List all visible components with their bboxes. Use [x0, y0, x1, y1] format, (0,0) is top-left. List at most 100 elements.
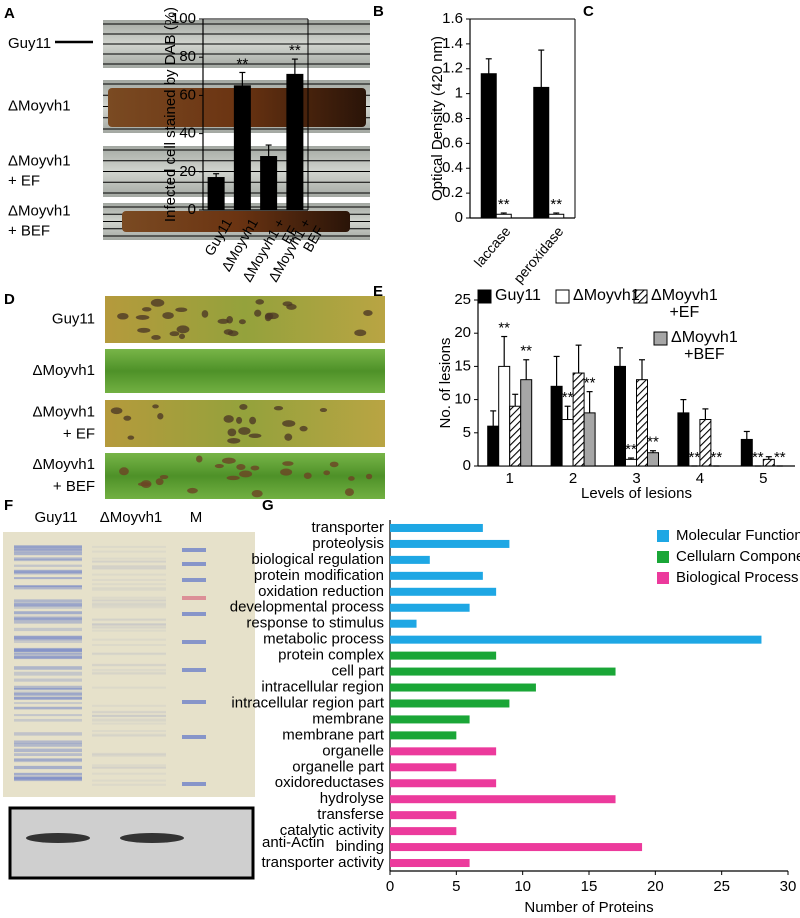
gel-band	[14, 691, 82, 695]
gel-band	[92, 578, 166, 581]
x-tick-label: 10	[514, 878, 531, 895]
gel-band	[14, 545, 82, 549]
bar	[286, 73, 304, 211]
y-tick-label: 5	[463, 424, 471, 441]
y-tick-label: intracellular region part	[231, 694, 384, 711]
x-tick-label: 2	[568, 470, 578, 487]
gel-band	[14, 678, 82, 682]
lesion	[264, 313, 272, 322]
lesion	[151, 335, 161, 340]
lesion	[299, 425, 308, 432]
bar	[480, 73, 497, 219]
marker-band	[182, 782, 206, 786]
gel-band	[14, 732, 82, 736]
lesion	[110, 407, 123, 415]
bar	[699, 419, 712, 467]
lesion	[250, 465, 260, 471]
lesion	[239, 403, 248, 410]
gel-band	[92, 565, 166, 568]
gel-band	[14, 714, 82, 717]
gel-band	[92, 714, 166, 717]
gel-band	[92, 606, 166, 609]
lesion	[221, 457, 236, 464]
x-tick-label: 5	[759, 470, 768, 487]
gel-band	[14, 611, 82, 615]
strain-label: ΔMoyvh1	[8, 202, 71, 219]
lesion	[217, 318, 229, 324]
gel-band	[14, 585, 82, 590]
gel-band	[92, 764, 166, 767]
y-tick-label: organelle part	[292, 758, 385, 775]
y-tick-label: catalytic activity	[280, 822, 385, 839]
y-tick-label: 25	[454, 291, 471, 308]
y-tick-label: 10	[454, 391, 471, 408]
gel-band	[92, 730, 166, 733]
bar	[498, 365, 511, 467]
gel-band	[92, 598, 166, 601]
gel-band	[14, 777, 82, 782]
bar	[548, 213, 565, 219]
y-tick-label: protein complex	[278, 647, 384, 664]
gel-band	[14, 718, 82, 722]
y-tick-label: cell part	[331, 663, 384, 680]
panel-letter: B	[373, 3, 384, 20]
bar	[583, 412, 596, 467]
gel-band	[14, 687, 82, 691]
significance: **	[774, 449, 786, 466]
lesion	[201, 310, 209, 318]
gel-band	[92, 714, 166, 717]
bar	[520, 379, 533, 467]
gel-band	[92, 603, 166, 606]
gel-band	[14, 599, 82, 603]
gel-band	[14, 638, 82, 641]
gel-band	[14, 652, 82, 657]
lesion	[239, 470, 253, 478]
gel-band	[92, 722, 166, 725]
gel-band	[92, 623, 166, 626]
bar	[533, 86, 550, 219]
lesion	[249, 416, 257, 425]
bar	[677, 412, 690, 467]
gel-band	[14, 647, 82, 652]
gel-band	[14, 619, 82, 624]
significance: **	[647, 434, 659, 451]
bar	[390, 715, 470, 724]
legend-label: ΔMoyvh1 +EF	[651, 287, 718, 321]
lesion	[236, 416, 243, 424]
bar	[487, 425, 500, 467]
gel-band	[14, 585, 82, 588]
lesion	[348, 476, 355, 481]
bar	[390, 539, 510, 548]
lesion	[280, 468, 293, 476]
gel-band	[14, 636, 82, 639]
marker-band	[182, 668, 206, 672]
gel-band	[92, 752, 166, 755]
y-tick-label: 0.8	[442, 109, 463, 126]
gel-band	[14, 572, 82, 575]
panel-letter: D	[4, 291, 15, 308]
bar	[390, 811, 457, 820]
y-tick-label: 0	[188, 201, 196, 218]
lesion	[226, 475, 240, 481]
marker-band	[182, 578, 206, 582]
bar	[390, 587, 497, 596]
gel-band	[92, 671, 166, 674]
gel-band	[14, 545, 82, 550]
y-tick-label: membrane part	[282, 726, 385, 743]
gel-band	[14, 564, 82, 567]
legend-swatch	[657, 572, 669, 584]
legend-swatch	[657, 530, 669, 542]
y-tick-label: 80	[179, 48, 196, 65]
gel-band	[92, 779, 166, 782]
y-tick-label: transferse	[317, 806, 384, 823]
bar	[390, 523, 483, 532]
marker-band	[182, 612, 206, 616]
dab-stain	[122, 211, 350, 232]
gel-band	[92, 567, 166, 570]
gel-band	[92, 672, 166, 675]
lesion	[254, 309, 262, 317]
bar	[390, 651, 497, 660]
lesion	[214, 463, 224, 469]
significance: **	[689, 449, 701, 466]
